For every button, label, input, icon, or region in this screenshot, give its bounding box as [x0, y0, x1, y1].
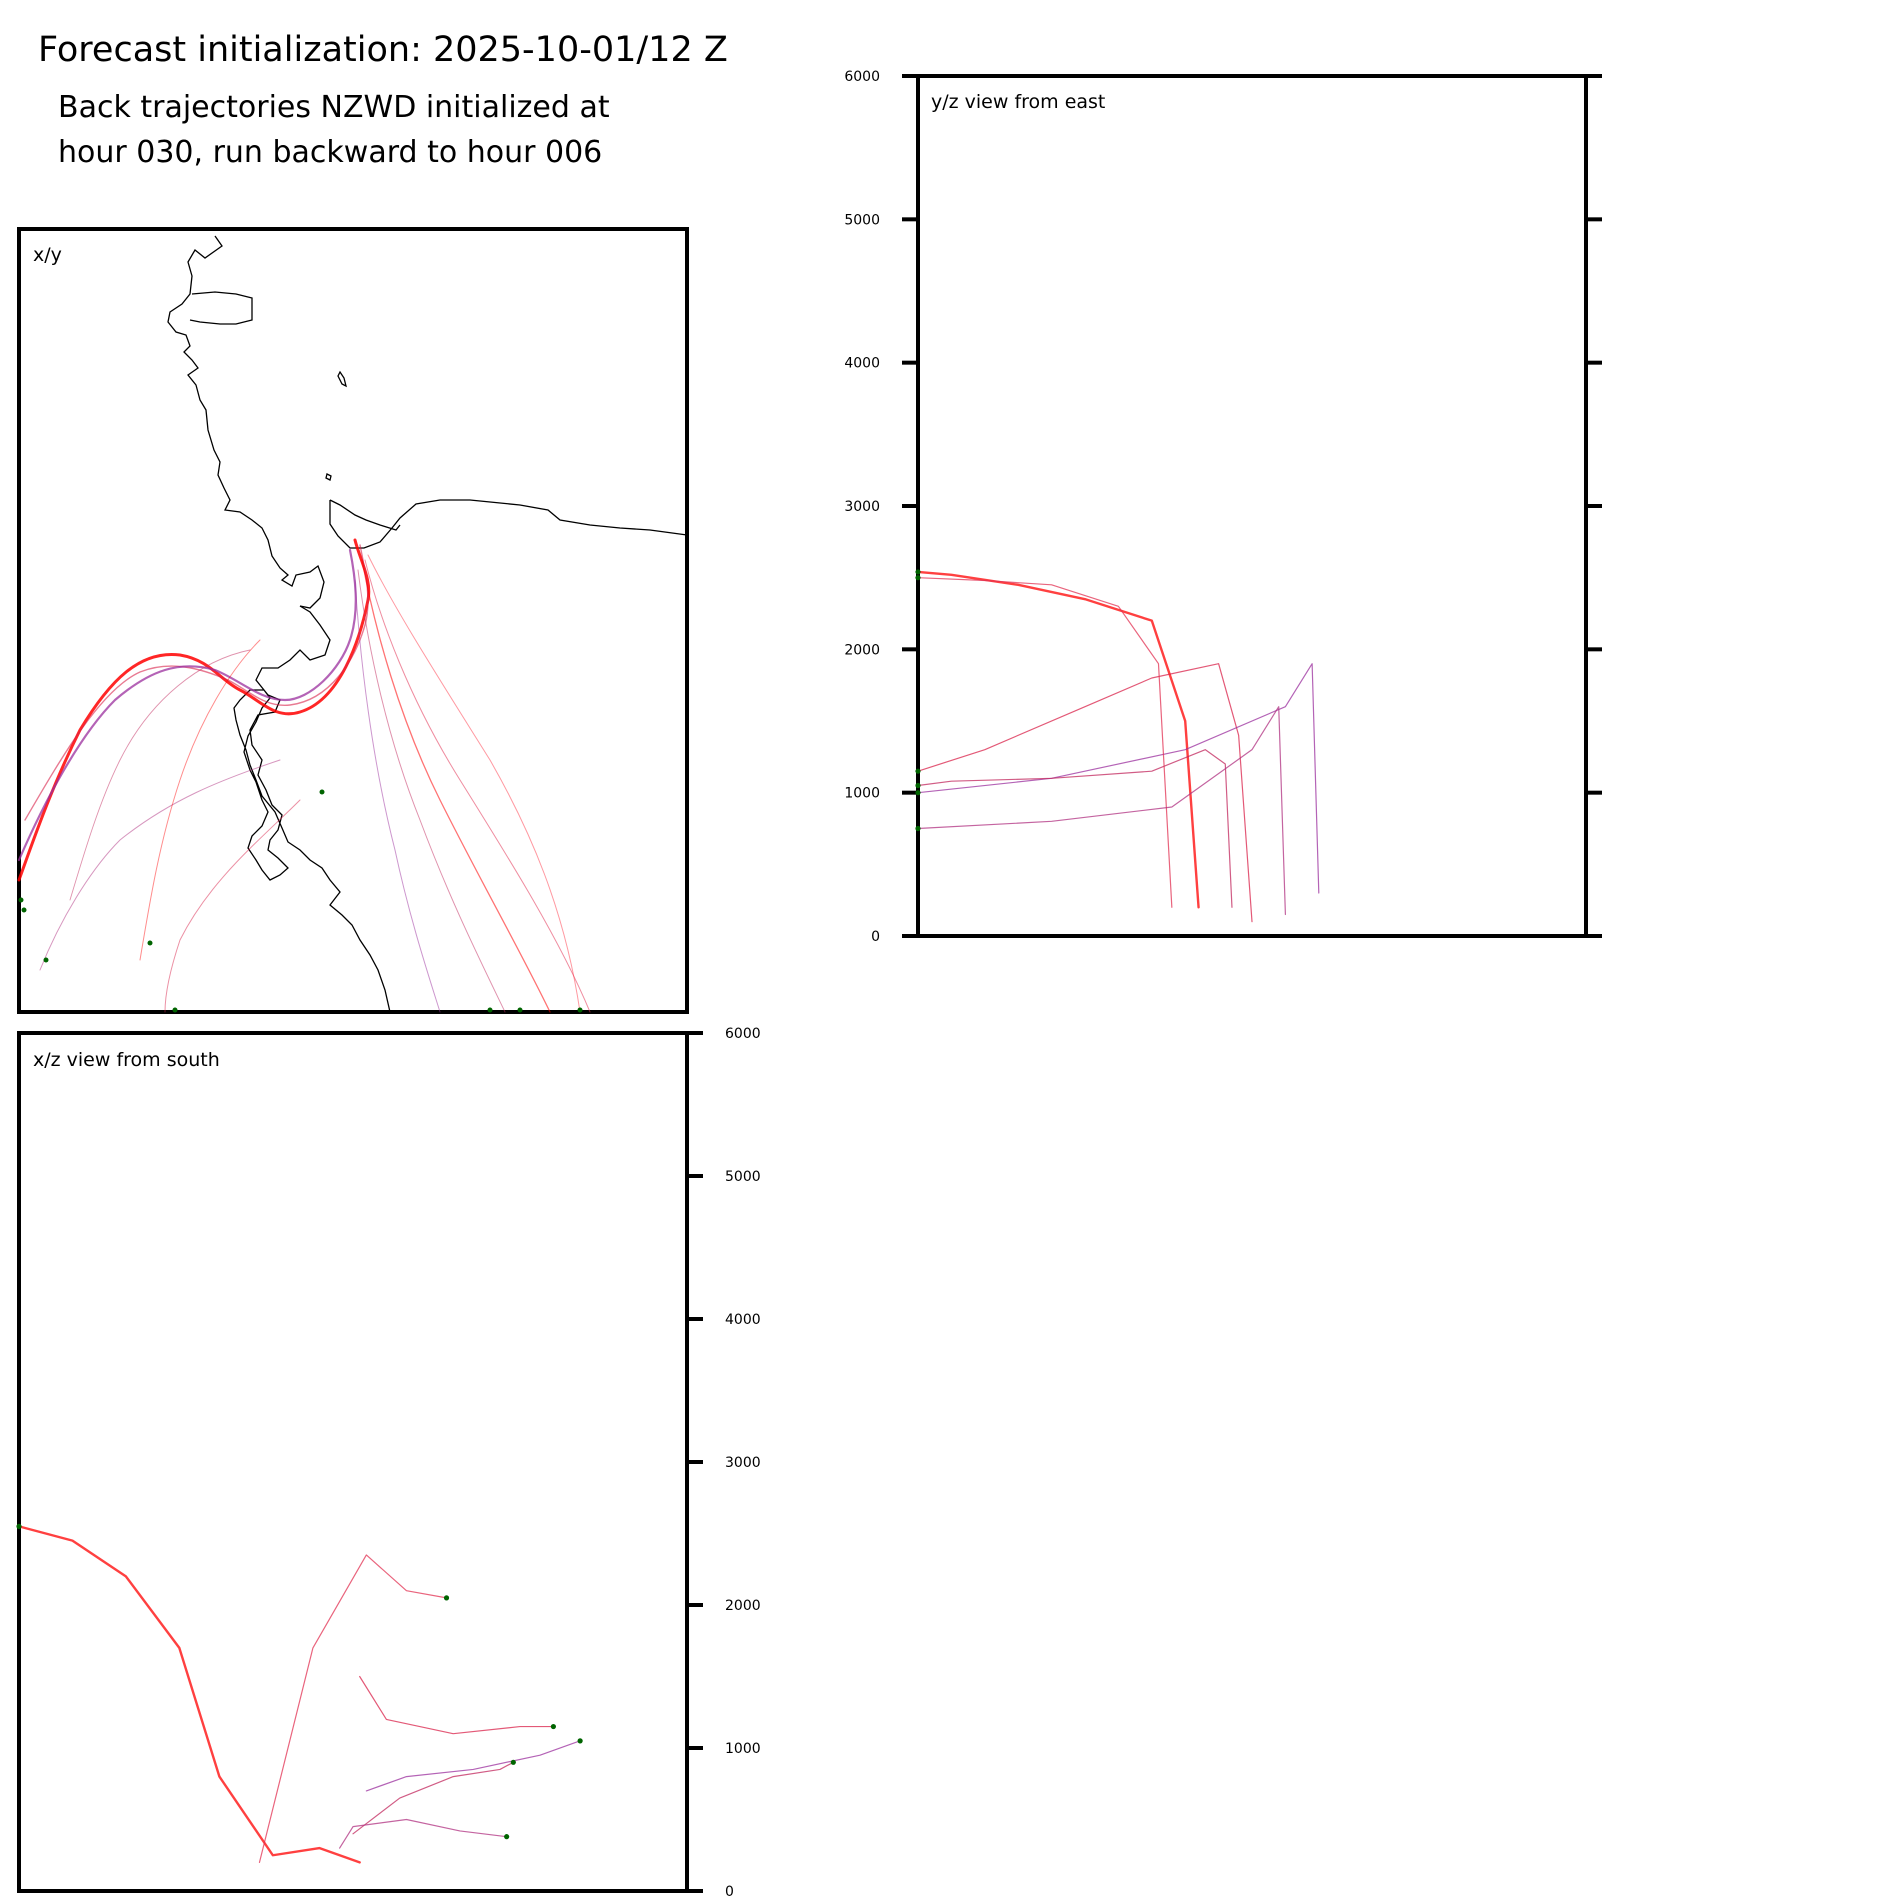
xy-traj — [139, 639, 261, 961]
xy-traj — [164, 799, 301, 1013]
series-endpoint-traj-4 — [510, 1759, 516, 1765]
xz-panel-frame — [17, 1031, 689, 1893]
xz-panel: x/z view from south 0 1000 2000 3000 4000 500… — [16, 1026, 761, 1900]
y-tick-label: 6000 — [725, 1026, 761, 1042]
y-tick-label: 0 — [871, 929, 880, 945]
series-line-traj-1 — [17, 1525, 361, 1864]
series-line-traj-3 — [917, 663, 1320, 894]
y-tick-label: 1000 — [725, 1741, 761, 1757]
y-tick-label: 4000 — [844, 356, 880, 372]
xy-traj — [364, 559, 591, 1013]
xy-traj — [17, 548, 357, 862]
yz-panel: y/z view from east 0 1000 2000 3000 4000 5000… — [844, 69, 1602, 945]
endpoint-marker — [172, 1007, 178, 1013]
island-2 — [325, 473, 332, 481]
series-line-traj-6 — [339, 1818, 508, 1849]
xy-panel-frame — [17, 227, 689, 1014]
xy-traj — [357, 569, 506, 1013]
y-tick-label: 6000 — [844, 69, 880, 85]
series-line-traj-4 — [917, 749, 1233, 908]
yz-axis-ticks: 0 1000 2000 3000 4000 5000 6000 — [844, 69, 1602, 945]
coastline-north — [167, 235, 325, 609]
chart-subtitle-line-2: hour 030, run backward to hour 006 — [58, 135, 603, 170]
series-line-traj-3 — [365, 1740, 581, 1792]
xz-panel-label: x/z view from south — [33, 1049, 220, 1071]
coastline-peninsula — [189, 291, 253, 325]
yz-series-group — [915, 569, 1320, 923]
series-endpoint-traj-6 — [504, 1834, 510, 1840]
series-endpoint-traj-1 — [915, 569, 921, 575]
endpoint-marker — [319, 789, 325, 795]
endpoint-marker — [517, 1007, 523, 1013]
series-endpoint-traj-6 — [915, 825, 921, 832]
series-line-traj-1 — [916, 570, 1200, 909]
series-endpoint-traj-2 — [915, 768, 921, 774]
xy-traj — [354, 579, 441, 1013]
endpoint-marker — [487, 1007, 493, 1013]
xy-endpoints — [18, 789, 583, 1013]
xy-traj — [367, 554, 581, 1013]
y-tick-label: 5000 — [725, 1169, 761, 1185]
endpoint-marker — [147, 940, 153, 946]
series-endpoint-traj-5 — [915, 575, 921, 581]
series-endpoint-traj-4 — [915, 782, 921, 789]
yz-panel-frame — [916, 74, 1588, 938]
series-endpoint-traj-5 — [443, 1595, 450, 1601]
endpoint-marker — [18, 897, 24, 903]
y-tick-label: 4000 — [725, 1312, 761, 1328]
xy-traj — [39, 759, 281, 971]
series-endpoint-traj-3 — [577, 1738, 583, 1744]
endpoint-marker — [43, 957, 49, 963]
yz-panel-label: y/z view from east — [931, 91, 1105, 113]
xy-traj — [361, 559, 551, 1013]
series-line-traj-5 — [917, 577, 1173, 908]
xy-panel: x/y — [17, 227, 689, 1014]
coastline-bay — [329, 499, 401, 531]
xz-series-group — [16, 1523, 583, 1864]
xy-traj — [17, 538, 371, 882]
coastline-south — [233, 605, 391, 1013]
series-endpoint-traj-1 — [16, 1523, 22, 1529]
y-tick-label: 2000 — [725, 1598, 761, 1614]
coastline-east — [329, 499, 688, 549]
series-line-traj-5 — [258, 1554, 448, 1864]
endpoint-marker — [577, 1007, 583, 1013]
y-tick-label: 0 — [725, 1884, 734, 1900]
xy-traj — [69, 649, 251, 901]
series-line-traj-4 — [352, 1761, 514, 1835]
y-tick-label: 1000 — [844, 786, 880, 802]
series-endpoint-traj-2 — [550, 1723, 557, 1730]
chart-title: Forecast initialization: 2025-10-01/12 Z — [38, 30, 728, 70]
coastline-map — [167, 235, 688, 1013]
y-tick-label: 5000 — [844, 212, 880, 228]
endpoint-marker — [21, 907, 27, 913]
xz-axis-ticks: 0 1000 2000 3000 4000 5000 6000 — [687, 1026, 761, 1900]
xy-traj — [24, 544, 369, 821]
series-line-traj-2 — [359, 1675, 555, 1735]
y-tick-label: 3000 — [725, 1455, 761, 1471]
series-line-traj-2 — [917, 663, 1253, 923]
series-endpoint-traj-3 — [915, 790, 921, 796]
y-tick-label: 2000 — [844, 642, 880, 658]
series-line-traj-6 — [917, 706, 1287, 916]
xy-panel-label: x/y — [33, 244, 62, 266]
chart-subtitle-line-1: Back trajectories NZWD initialized at — [58, 90, 610, 125]
xy-trajectory-bundle — [17, 538, 591, 1013]
y-tick-label: 3000 — [844, 499, 880, 515]
island-1 — [337, 370, 347, 388]
